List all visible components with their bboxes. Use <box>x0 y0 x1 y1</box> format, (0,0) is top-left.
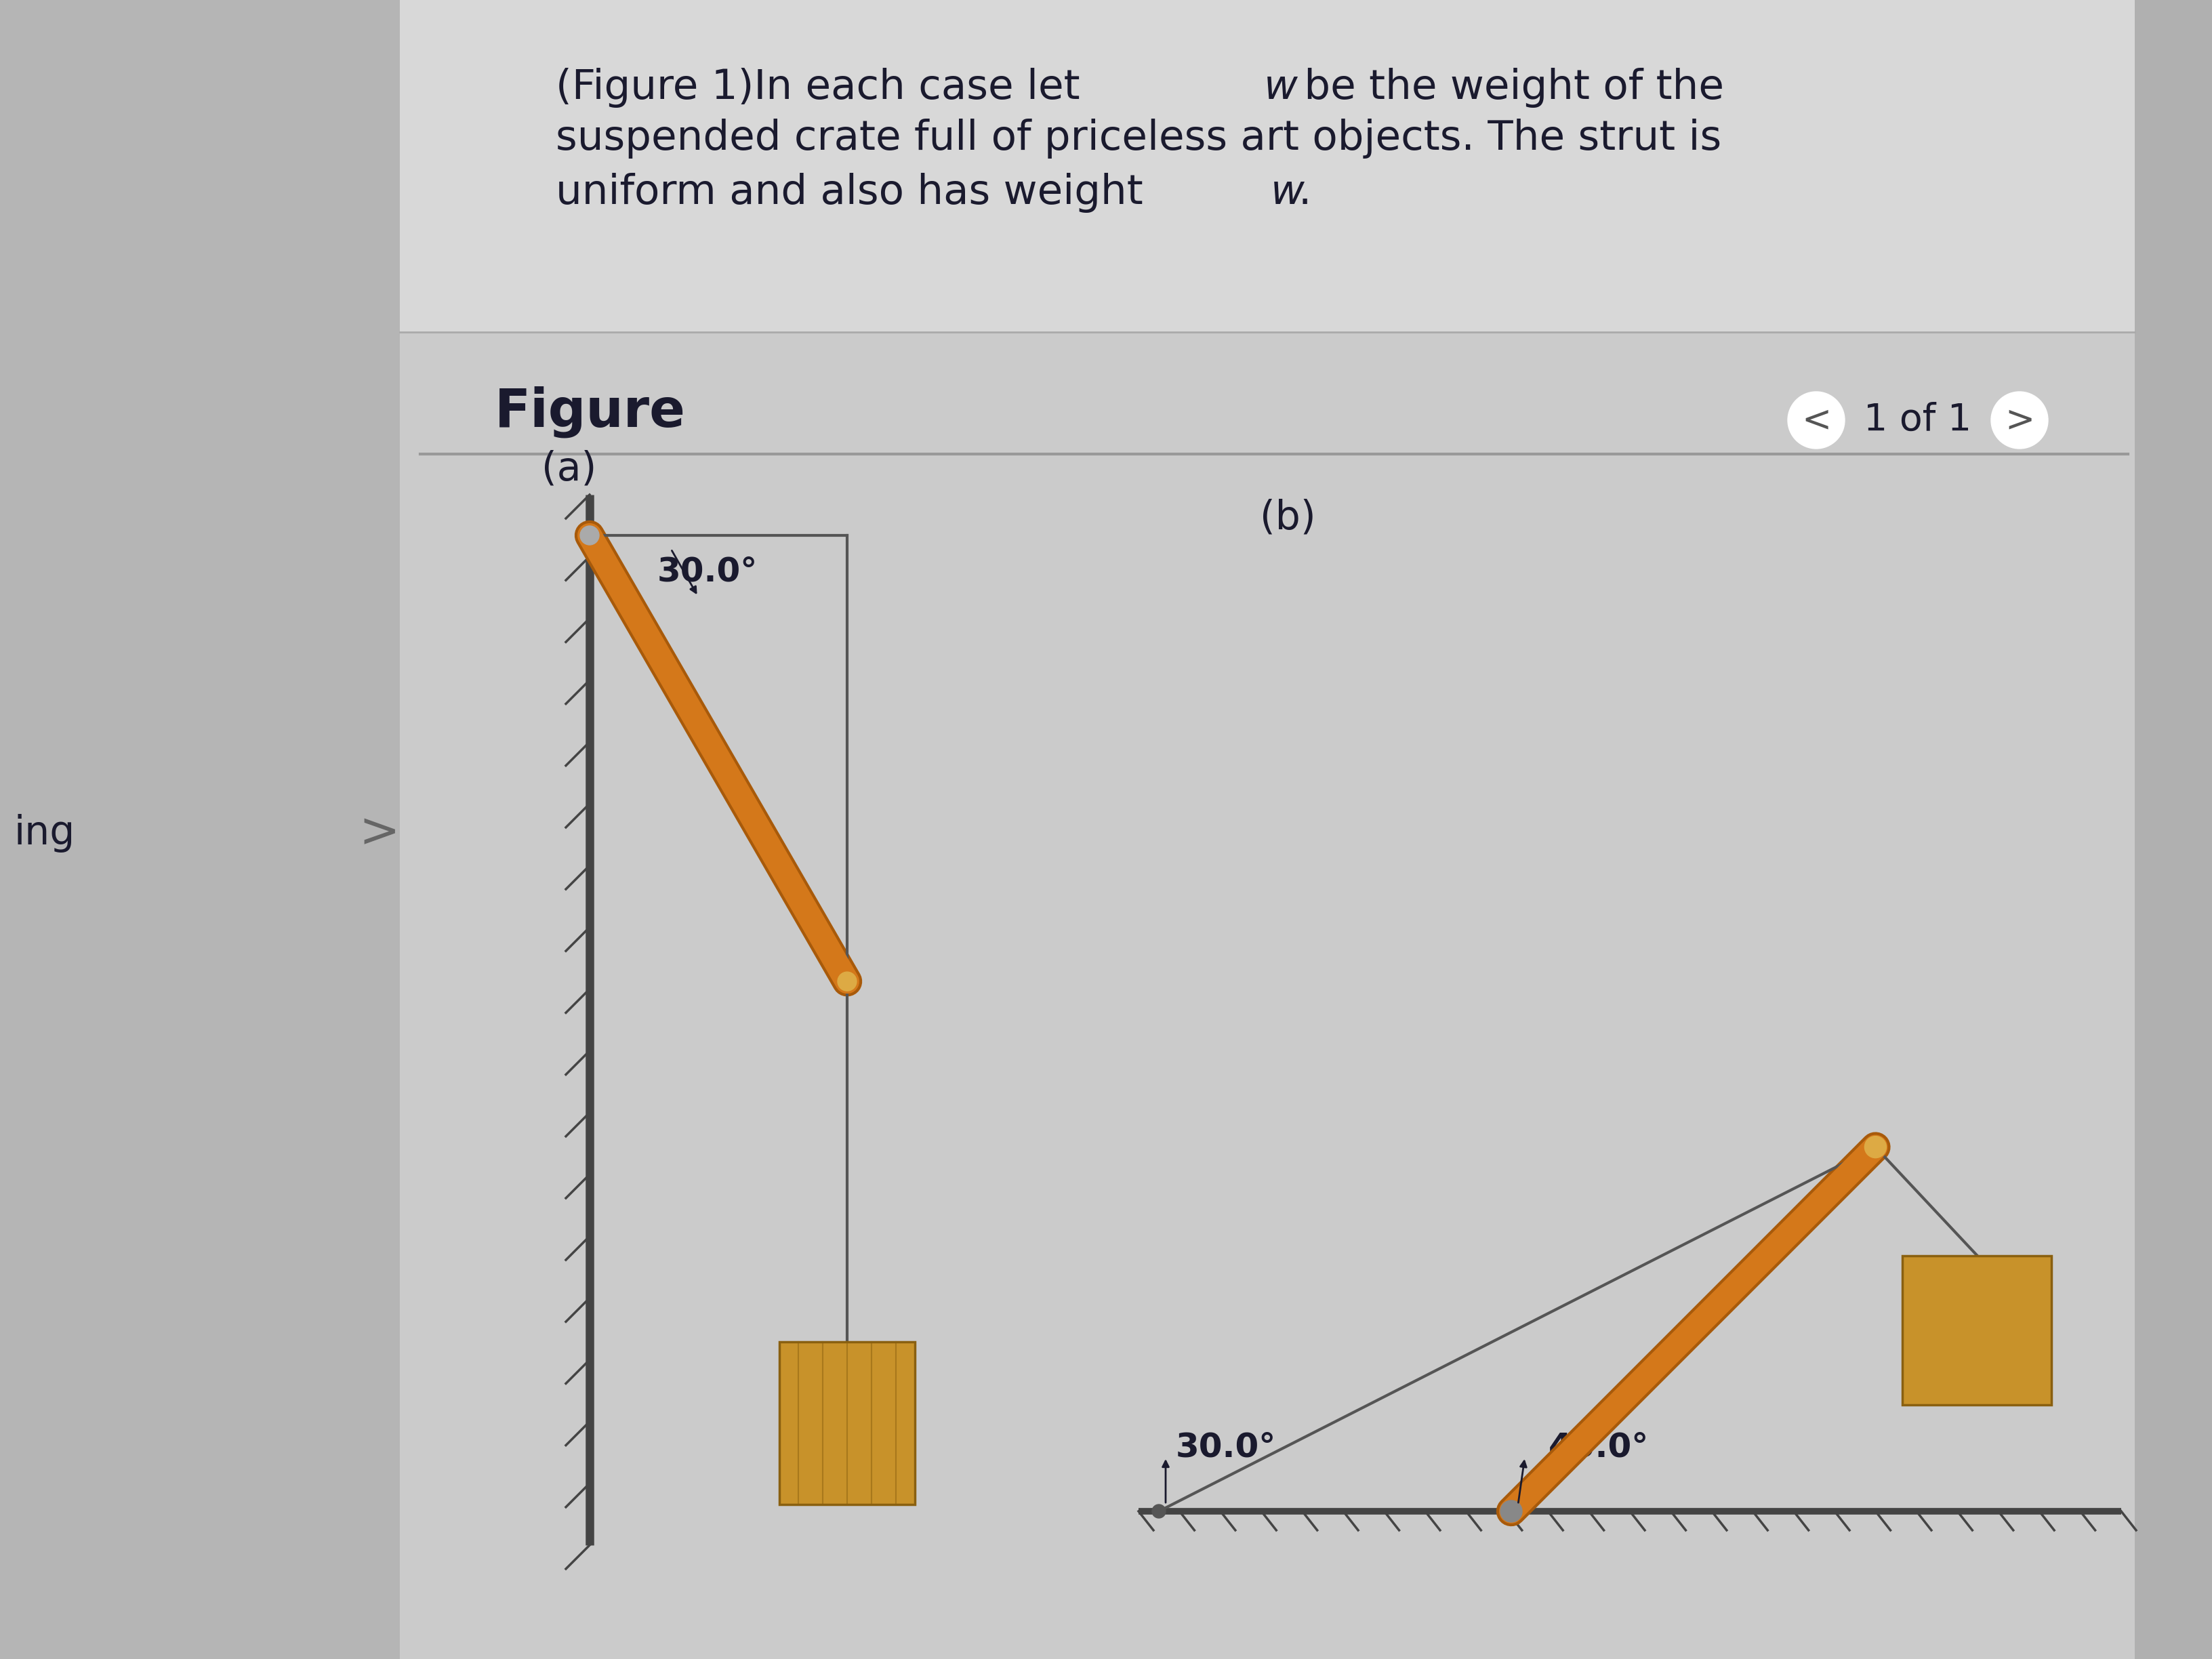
Text: (a): (a) <box>542 450 597 488</box>
Text: (b): (b) <box>1259 498 1316 538</box>
Circle shape <box>580 526 599 544</box>
Text: (Figure 1)In each case let: (Figure 1)In each case let <box>555 68 1093 108</box>
Text: uniform and also has weight: uniform and also has weight <box>555 173 1157 212</box>
Bar <box>0 0 400 1659</box>
Text: Figure: Figure <box>495 387 686 438</box>
Bar <box>400 332 2135 1659</box>
Bar <box>2135 0 2212 1659</box>
Text: 45.0°: 45.0° <box>1548 1430 1648 1463</box>
Text: 30.0°: 30.0° <box>1177 1430 1276 1463</box>
Text: .: . <box>1298 173 1312 212</box>
Text: <: < <box>1801 403 1832 438</box>
Bar <box>1902 1256 2053 1405</box>
Bar <box>779 1342 916 1505</box>
Circle shape <box>1865 1136 1887 1158</box>
Bar <box>400 0 2135 332</box>
Circle shape <box>838 972 856 990</box>
Text: w: w <box>1263 68 1298 108</box>
Text: >: > <box>2004 403 2035 438</box>
Text: 1 of 1: 1 of 1 <box>1865 401 1971 438</box>
Text: >: > <box>358 810 400 858</box>
Text: 30.0°: 30.0° <box>657 556 759 589</box>
Text: suspended crate full of priceless art objects. The strut is: suspended crate full of priceless art ob… <box>555 118 1721 159</box>
Circle shape <box>1787 392 1845 448</box>
Circle shape <box>1500 1500 1522 1521</box>
Circle shape <box>1152 1505 1166 1518</box>
Circle shape <box>1991 392 2048 448</box>
Text: w: w <box>1270 173 1305 212</box>
Text: be the weight of the: be the weight of the <box>1292 68 1723 108</box>
Text: ing: ing <box>13 815 75 853</box>
